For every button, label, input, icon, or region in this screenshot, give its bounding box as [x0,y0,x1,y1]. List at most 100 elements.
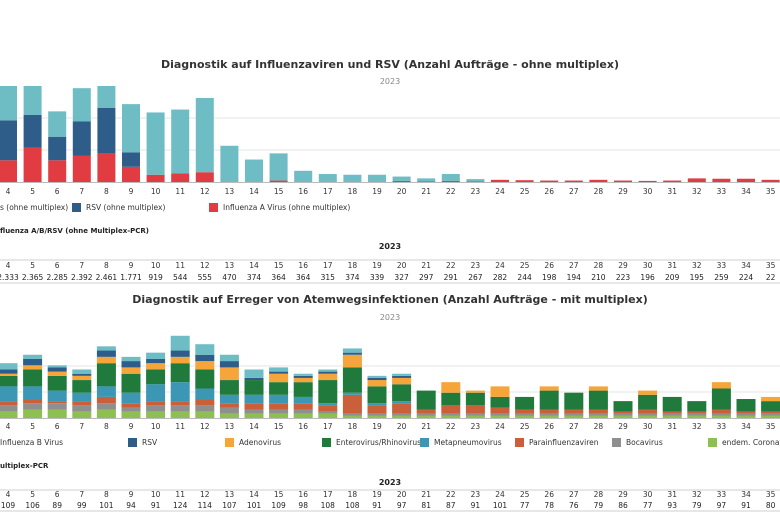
bar-segment [736,411,756,414]
table-cell-value: 86 [618,501,628,510]
bar-segment [0,86,17,121]
x-tick-label: 32 [692,187,702,196]
table-column-header: 9 [129,261,134,270]
table-column-header: 32 [692,261,702,270]
x-tick-label: 16 [298,422,308,431]
bar-segment [23,86,42,115]
table2-year: 2023 [378,478,402,487]
bar-segment [416,390,436,410]
table-cell-value: 470 [222,273,237,282]
bar-segment [588,413,608,416]
x-tick-label: 27 [569,422,579,431]
x-tick-label: 11 [175,187,185,196]
bar-segment [662,413,682,416]
bar-segment [97,107,116,154]
bar-segment [23,365,43,370]
bar-segment [441,174,460,181]
table-column-header: 23 [471,261,481,270]
table-cell-value: 108 [321,501,336,510]
table-column-header: 29 [618,261,628,270]
legend-label: Adenovirus [239,438,281,447]
table-column-header: 23 [471,490,481,499]
legend-swatch [612,438,621,447]
bar-segment [0,411,18,418]
bar-segment [515,413,535,416]
table-cell-value: 87 [446,501,456,510]
table-cell-value: 919 [148,273,163,282]
bar-segment [72,155,91,182]
bar-segment [96,409,116,418]
bar-segment [638,394,658,410]
bar-segment [72,411,92,418]
bar-segment [293,409,313,414]
legend-swatch [708,438,717,447]
x-tick-label: 15 [274,187,284,196]
bar-segment [761,396,780,402]
bar-segment [47,367,67,372]
table-column-header: 18 [348,490,358,499]
bar-segment [638,409,658,414]
table-cell-value: 210 [591,273,606,282]
bar-segment [121,411,141,418]
bar-segment [392,415,412,418]
table-cell-value: 79 [594,501,604,510]
table-cell-value: 1.771 [120,273,142,282]
table-column-header: 15 [274,490,284,499]
table-column-header: 29 [618,490,628,499]
table-cell-value: 81 [421,501,431,510]
table-cell-value: 106 [25,501,40,510]
bar-segment [318,371,338,374]
x-tick-label: 22 [446,422,456,431]
bar-segment [72,401,92,406]
bar-segment [293,373,313,376]
bar-segment [662,415,682,418]
table-column-header: 14 [249,490,259,499]
table-column-header: 24 [495,490,505,499]
table-cell-value: 198 [542,273,557,282]
bar-segment [269,180,288,182]
legend-item: endem. Coronaviren [708,438,780,447]
bar-segment [761,179,780,182]
bar-segment [220,145,239,182]
bar-segment [72,380,92,393]
x-tick-label: 18 [348,422,358,431]
bar-segment [0,386,18,402]
table-column-header: 20 [397,490,407,499]
bar-segment [96,350,116,357]
legend-item: RSV (ohne multiplex) [72,203,165,212]
bar-segment [736,413,756,416]
bar-segment [392,377,412,385]
table-column-header: 12 [200,490,210,499]
x-tick-label: 25 [520,422,530,431]
bar-segment [219,367,239,381]
x-tick-label: 13 [225,422,235,431]
x-tick-label: 22 [446,187,456,196]
bar-segment [97,153,116,182]
legend-label: Enterovirus/Rhinovirus [336,438,422,447]
x-tick-label: 20 [397,187,407,196]
bar-segment [392,403,412,414]
bar-segment [219,413,239,418]
table-cell-value: 374 [247,273,262,282]
bar-segment [0,405,18,412]
table-column-header: 27 [569,490,579,499]
bar-segment [712,178,731,182]
bar-segment [441,392,461,406]
bar-segment [318,373,338,381]
bar-segment [23,403,43,410]
legend-label: Parainfluenzaviren [529,438,599,447]
bar-segment [465,413,485,416]
bar-segment [540,180,559,182]
table-cell-value: 108 [345,501,360,510]
legend-label: Bocavirus [626,438,663,447]
x-tick-label: 26 [544,422,554,431]
bar-segment [48,111,67,137]
bar-segment [342,413,362,416]
table-cell-value: 282 [493,273,508,282]
bar-segment [269,382,289,395]
bar-segment [23,114,42,148]
bar-segment [638,415,658,418]
bar-segment [392,373,412,376]
table-cell-value: 76 [569,501,579,510]
x-tick-label: 17 [323,187,333,196]
